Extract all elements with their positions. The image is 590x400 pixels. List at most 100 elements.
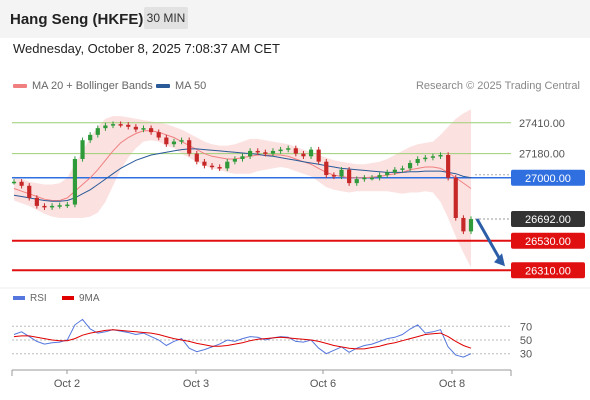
candle-body [164,137,169,145]
candle-body [392,169,397,173]
timeframe-selector[interactable]: 30 MIN [144,7,188,29]
support-tag [511,262,585,279]
rsi-swatch [13,296,25,301]
forecast-arrow-head [494,253,505,267]
ma20-swatch [13,84,27,89]
candle-body [141,128,146,130]
candle-body [34,197,39,206]
rsi-label: RSI [30,293,47,304]
candle-body [19,181,24,186]
level-resistance-27410: 27410.00 [12,118,565,130]
candle-body [339,169,344,177]
support-tag [511,232,585,249]
candle-body [255,150,260,153]
candle-body [248,150,253,157]
candle-body [202,161,207,166]
rsi-level-label: 30 [520,349,532,361]
candle-body [217,167,222,169]
support-label: 26530.00 [525,236,571,248]
candle-body [369,177,375,180]
candle-body [57,205,62,207]
support-label: 26310.00 [525,265,571,277]
rsi-ma-line [13,329,472,350]
resistance-label: 27410.00 [519,118,565,130]
level-resistance-27180: 27180.00 [12,149,565,161]
candle-body [293,148,298,154]
instrument-title: Hang Seng (HKFE) [10,11,144,28]
candle-body [27,185,32,198]
ma50-label: MA 50 [175,80,207,92]
candle-body [72,158,78,205]
x-tick-label: Oct 2 [54,378,80,390]
level-pivot-27000: 27000.00 [12,169,585,186]
candle-body [110,124,116,126]
candle-body [286,148,291,150]
forecast-arrow-shaft [475,218,503,262]
x-tick-label: Oct 8 [439,378,465,390]
chart-header: Hang Seng (HKFE) 30 MIN [0,0,590,38]
candle-body [385,172,390,176]
candle-body [377,175,382,178]
candle-body [179,140,184,142]
bollinger-band [14,109,471,268]
legend-ma20: MA 20 + Bollinger Bands [13,80,153,92]
last-price-tag [511,211,585,228]
timestamp: Wednesday, October 8, 2025 7:08:37 AM CE… [13,41,280,56]
candle-body [362,177,367,180]
level-support-26310: 26310.00 [12,262,585,279]
candle-body [240,156,245,159]
pivot-tag [511,169,585,186]
pivot-label: 27000.00 [525,173,571,185]
ma50-swatch [156,84,170,89]
candle-body [468,219,474,232]
candle-body [209,165,215,168]
candle-body [400,168,405,170]
rsi-ma-swatch [62,296,74,301]
resistance-label: 27180.00 [519,149,565,161]
rsi-line [13,318,472,358]
candle-body [49,205,55,208]
candle-body [156,132,161,138]
rsi-level-label: 50 [520,335,532,347]
candle-body [415,158,420,164]
candle-body [407,163,413,169]
candle-body [118,124,123,126]
candle-body [65,204,70,207]
candle-body [446,154,451,178]
candle-body [263,152,268,154]
candle-body [316,149,321,162]
candle-body [278,149,283,152]
candle-body [354,179,359,184]
legend-rsi-ma: 9MA [62,293,100,304]
level-support-26530: 26530.00 [12,232,585,249]
credit-text: Research © 2025 Trading Central [415,80,580,92]
candle-body [187,140,192,154]
legend-ma50: MA 50 [156,80,206,92]
candle-body [225,161,230,169]
candle-body [347,169,352,184]
candle-body [308,149,314,157]
candle-body [461,217,466,232]
candle-body [423,157,428,160]
x-tick-label: Oct 3 [183,378,209,390]
candle-body [171,141,177,145]
candle-body [438,154,443,157]
candle-body [453,177,458,218]
rsi-ma-label: 9MA [79,293,100,304]
x-tick-label: Oct 6 [310,378,336,390]
candle-body [301,153,306,157]
candle-body [270,150,276,154]
candle-body [133,126,138,130]
candle-body [324,161,329,176]
candle-body [194,153,199,162]
candle-body [331,175,336,177]
rsi-level-label: 70 [520,321,532,333]
candle-body [95,128,100,135]
level-last-26692: 26692.00 [475,211,585,228]
candle-body [126,124,131,127]
ma20-label: MA 20 + Bollinger Bands [32,80,153,92]
candle-body [430,156,436,158]
legend-rsi: RSI [13,293,47,304]
candle-body [149,128,154,133]
